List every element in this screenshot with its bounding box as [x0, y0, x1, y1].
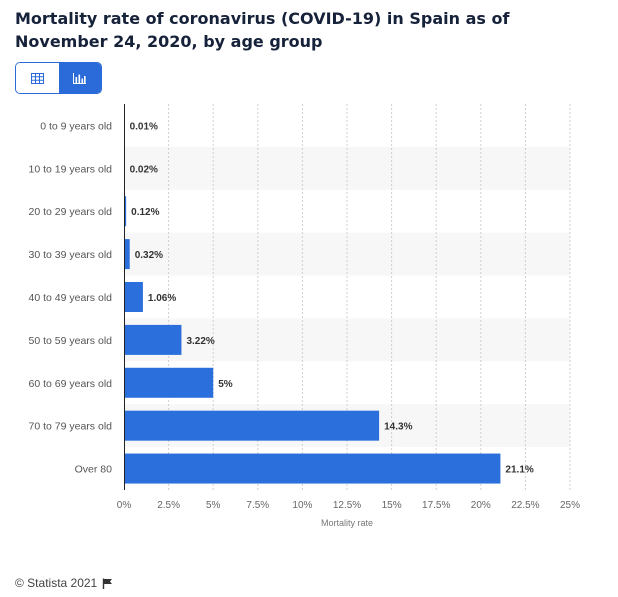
bar-value-label: 21.1% [505, 465, 533, 476]
category-label: 60 to 69 years old [29, 378, 113, 390]
bar-value-label: 0.01% [130, 121, 158, 132]
category-label: Over 80 [75, 464, 113, 476]
bar-value-label: 0.12% [131, 207, 159, 218]
chart-view-button[interactable] [58, 63, 101, 93]
bar-chart: 0.01% 0 to 9 years old 0.02% 10 to 19 years… [29, 104, 580, 528]
bar-value-label: 3.22% [186, 336, 214, 347]
x-axis-title: Mortality rate [321, 518, 373, 528]
category-label: 50 to 59 years old [29, 335, 113, 347]
chart-title: Mortality rate of coronavirus (COVID-19)… [15, 9, 510, 51]
bar [124, 367, 214, 398]
view-toggle [15, 62, 102, 94]
x-tick-label: 7.5% [246, 500, 269, 511]
x-tick-label: 12.5% [333, 500, 361, 511]
category-label: 0 to 9 years old [40, 120, 112, 132]
bar [124, 410, 380, 441]
bar-value-label: 1.06% [148, 293, 176, 304]
bar [124, 239, 130, 270]
category-label: 20 to 29 years old [29, 206, 113, 218]
bar [124, 453, 501, 484]
copyright-text: © Statista 2021 [15, 576, 98, 590]
bar-value-label: 0.32% [135, 250, 163, 261]
x-tick-label: 25% [560, 500, 580, 511]
category-label: 70 to 79 years old [29, 421, 113, 433]
table-icon [30, 72, 44, 84]
bar-value-label: 5% [218, 379, 233, 390]
bar [124, 282, 143, 312]
x-tick-label: 20% [471, 500, 491, 511]
table-view-button[interactable] [16, 63, 59, 93]
x-tick-label: 2.5% [157, 500, 180, 511]
category-label: 30 to 39 years old [29, 249, 113, 261]
x-tick-label: 15% [382, 500, 402, 511]
bar-value-label: 14.3% [384, 422, 412, 433]
bar-value-label: 0.02% [130, 164, 158, 175]
footer: © Statista 2021 [15, 576, 113, 590]
x-tick-label: 22.5% [511, 500, 539, 511]
category-label: 10 to 19 years old [29, 163, 113, 175]
x-tick-label: 10% [292, 500, 312, 511]
flag-icon[interactable] [102, 578, 113, 589]
bar [124, 324, 182, 355]
x-tick-label: 0% [117, 500, 132, 511]
category-label: 40 to 49 years old [29, 292, 113, 304]
x-tick-label: 17.5% [422, 500, 450, 511]
bar [124, 196, 127, 227]
bar-chart-icon [73, 72, 87, 84]
x-tick-label: 5% [206, 500, 221, 511]
